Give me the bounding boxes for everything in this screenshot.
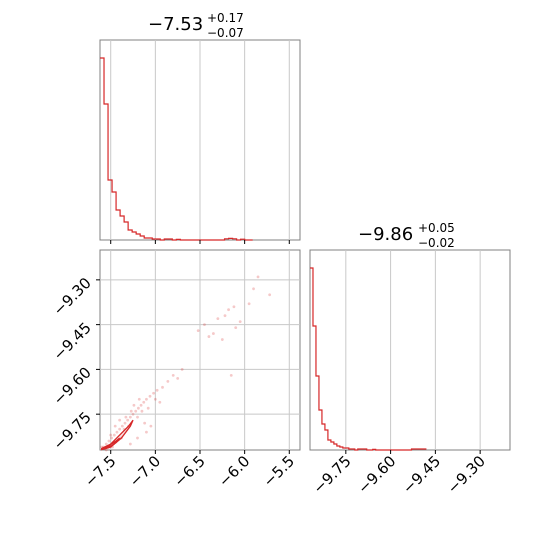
scatter-point xyxy=(124,415,128,419)
scatter-point xyxy=(137,397,141,401)
scatter-point xyxy=(132,403,136,407)
scatter-point xyxy=(207,335,211,338)
hist-1-ticks xyxy=(110,240,290,244)
scatter-point xyxy=(134,409,138,413)
scatter-point xyxy=(129,409,133,413)
scatter-point xyxy=(139,403,143,407)
scatter-point xyxy=(152,391,155,395)
scatter-point xyxy=(128,442,132,446)
p2-y-tick-label: −9.75 xyxy=(50,408,95,453)
scatter-point xyxy=(216,317,220,321)
hist-panel-param-1: −7.53 +0.17 −0.07 xyxy=(99,11,301,244)
scatter-point xyxy=(104,448,108,452)
param-1-title-upper: +0.17 xyxy=(207,11,244,25)
scatter-point xyxy=(146,406,150,410)
scatter-point xyxy=(223,314,227,318)
p2-y-tick-label: −9.60 xyxy=(50,364,95,409)
joint-contours xyxy=(101,419,134,451)
joint-x-ticks: −7.5 −7.0 −6.5 −6.0 −5.5 xyxy=(81,450,298,491)
p2-y-tick-label: −9.45 xyxy=(50,319,95,364)
scatter-point xyxy=(112,433,116,437)
scatter-point xyxy=(176,376,180,380)
scatter-point xyxy=(126,418,130,422)
scatter-point xyxy=(149,424,153,428)
hist-2-x-ticks: −9.75 −9.60 −9.45 −9.30 xyxy=(309,450,489,497)
joint-grid xyxy=(100,250,300,450)
scatter-point xyxy=(148,394,152,398)
scatter-point xyxy=(140,409,144,413)
param-2-title: −9.86 xyxy=(358,224,413,245)
param-1-title-lower: −0.07 xyxy=(207,26,244,40)
p1-x-tick-label: −7.5 xyxy=(81,452,119,490)
scatter-point xyxy=(232,305,236,309)
joint-y-ticks: −9.75−9.60−9.45−9.30 xyxy=(50,274,100,454)
scatter-point xyxy=(113,424,117,428)
scatter-point xyxy=(143,421,147,425)
scatter-point xyxy=(120,424,124,428)
p1-x-tick-label: −6.0 xyxy=(215,452,253,490)
scatter-point xyxy=(238,320,242,324)
joint-scatter xyxy=(100,275,272,452)
scatter-point xyxy=(128,415,132,419)
scatter-point xyxy=(109,433,113,437)
scatter-point xyxy=(268,293,272,297)
hist-2-steps xyxy=(310,267,427,451)
p1-x-tick-label: −6.5 xyxy=(170,452,208,490)
scatter-point xyxy=(234,326,238,330)
scatter-point xyxy=(256,275,260,279)
joint-panel: −7.5 −7.0 −6.5 −6.0 −5.5 −9.75−9.60−9.45−9.3… xyxy=(50,249,301,491)
scatter-point xyxy=(145,430,148,434)
param-2-title-lower: −0.02 xyxy=(418,236,455,250)
p2-x-tick-label: −9.60 xyxy=(354,452,399,497)
scatter-point xyxy=(118,427,122,431)
scatter-point xyxy=(203,323,206,327)
scatter-point xyxy=(115,430,119,434)
scatter-point xyxy=(142,400,146,404)
hist-1-steps xyxy=(100,57,253,241)
scatter-point xyxy=(155,388,159,392)
p2-y-tick-label: −9.30 xyxy=(50,274,95,319)
param-1-title-main: −7.53 xyxy=(148,14,203,35)
p2-x-tick-label: −9.45 xyxy=(399,452,444,497)
scatter-point xyxy=(118,418,122,422)
scatter-point xyxy=(123,421,127,425)
contour-level xyxy=(101,445,112,451)
scatter-point xyxy=(171,373,175,377)
scatter-point xyxy=(110,436,114,440)
param-2-title-main: −9.86 xyxy=(358,224,413,245)
hist-1-grid xyxy=(110,40,290,240)
scatter-point xyxy=(136,406,140,410)
param-1-title: −7.53 xyxy=(148,14,203,35)
scatter-point xyxy=(229,373,233,377)
scatter-point xyxy=(104,442,108,446)
scatter-point xyxy=(136,415,139,419)
scatter-point xyxy=(136,436,139,440)
scatter-point xyxy=(166,379,170,383)
scatter-point xyxy=(158,400,162,404)
scatter-point xyxy=(131,412,135,416)
scatter-point xyxy=(107,439,111,443)
scatter-point xyxy=(247,302,251,306)
p1-x-tick-label: −7.0 xyxy=(126,452,164,490)
hist-panel-param-2: −9.75 −9.60 −9.45 −9.30 −9.86 +0.05 −0.02 xyxy=(309,221,511,497)
scatter-point xyxy=(196,329,200,332)
scatter-point xyxy=(161,385,164,389)
p1-x-tick-label: −5.5 xyxy=(260,452,298,490)
param-2-title-upper: +0.05 xyxy=(418,221,455,235)
scatter-point xyxy=(227,308,230,312)
p2-x-tick-label: −9.75 xyxy=(309,452,354,497)
scatter-point xyxy=(145,397,148,401)
scatter-point xyxy=(211,332,215,335)
scatter-point xyxy=(153,397,157,401)
hist-2-grid xyxy=(345,250,481,450)
scatter-point xyxy=(180,368,184,371)
p2-x-tick-label: −9.30 xyxy=(444,452,489,497)
scatter-point xyxy=(252,287,255,291)
scatter-point xyxy=(220,338,224,341)
